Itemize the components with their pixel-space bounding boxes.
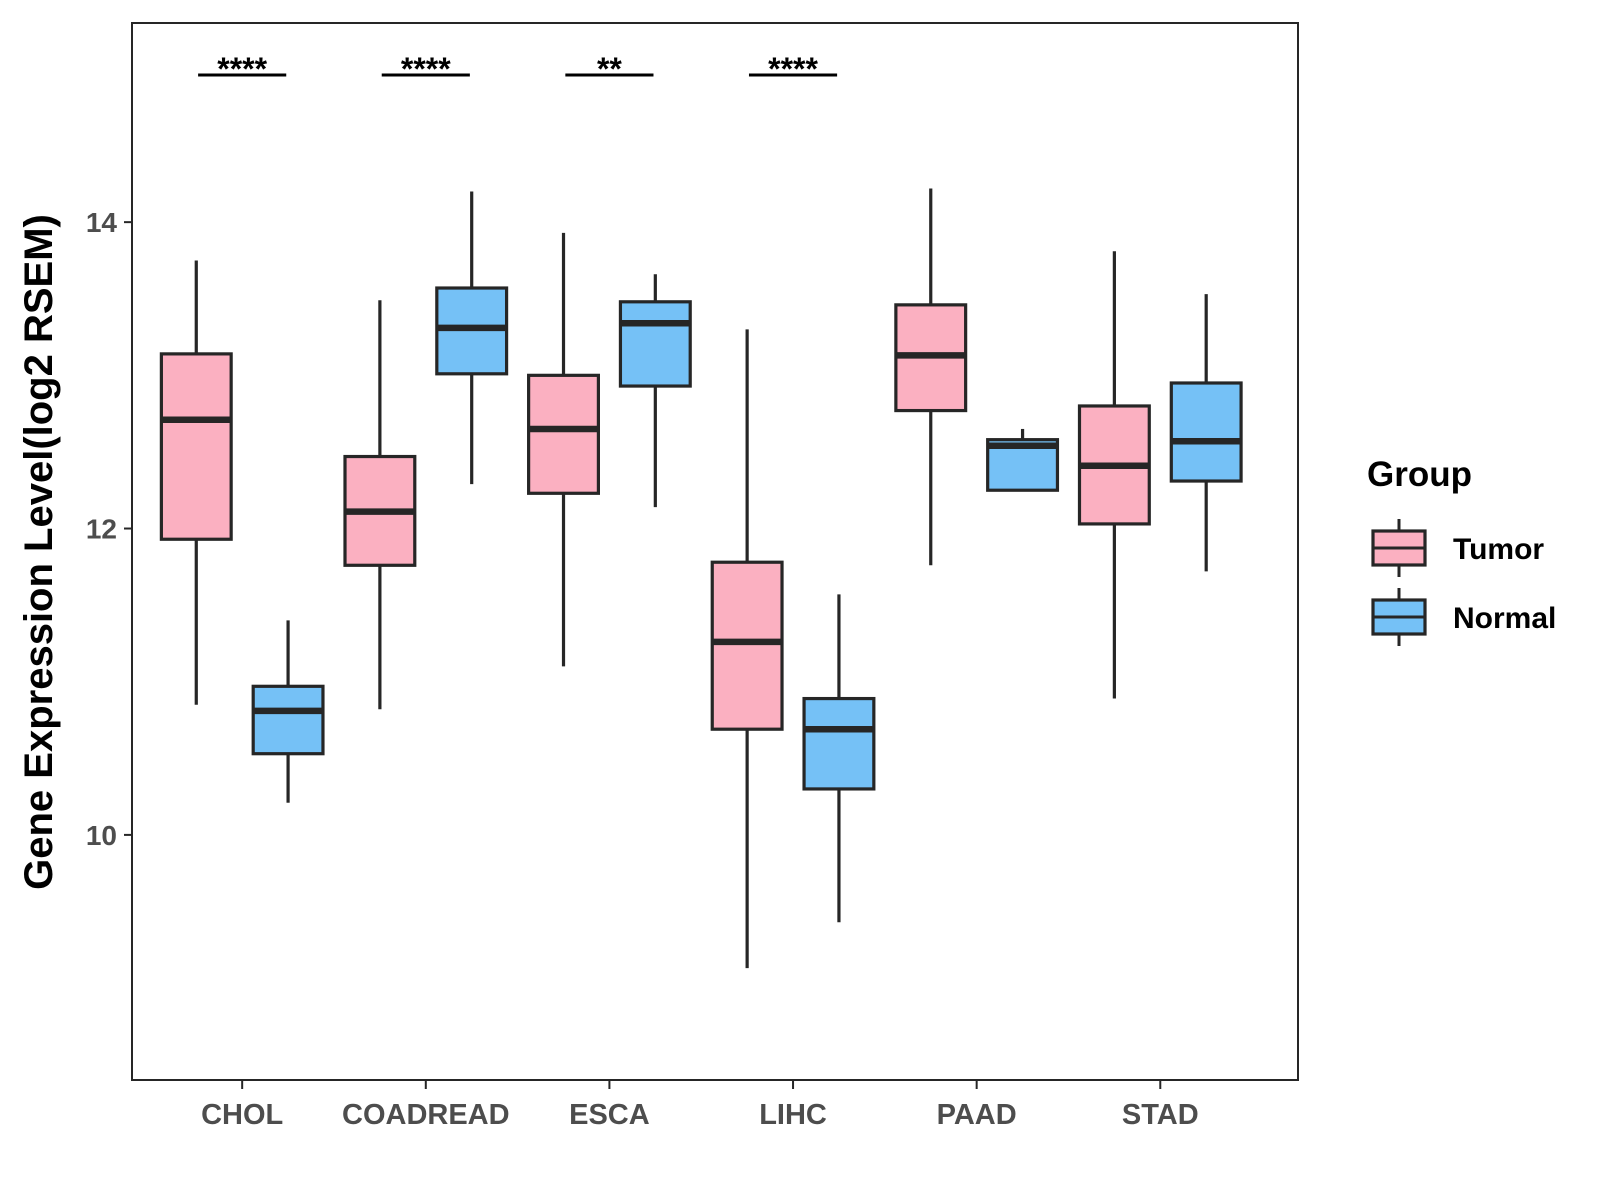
box-tumor-esca [527,232,600,667]
sig-label-chol: **** [217,51,267,87]
significance-layer: **** **** ** **** [198,51,838,87]
x-tick-label-esca: ESCA [569,1099,650,1131]
x-tick-label-paad: PAAD [937,1099,1017,1131]
x-axis: CHOL COADREAD ESCA LIHC PAAD STAD [201,1080,1199,1131]
x-tick-label-chol: CHOL [201,1099,283,1131]
box-tumor-chol [159,260,233,705]
box-normal-stad [1169,294,1243,572]
box-tumor-stad [1077,251,1151,699]
y-axis: 10 12 14 [86,207,132,851]
box-iqr [618,300,692,388]
x-tick-label-lihc: LIHC [759,1099,827,1131]
sig-label-esca: ** [597,51,622,87]
y-axis-title: Gene Expression Level(log2 RSEM) [17,214,61,890]
box-normal-esca [618,274,692,508]
legend-label-normal: Normal [1453,602,1556,635]
y-tick-label-10: 10 [86,820,117,851]
box-iqr [251,684,325,756]
sig-label-coadread: **** [401,51,451,87]
legend: Group Tumor Normal [1367,455,1556,646]
legend-label-tumor: Tumor [1453,533,1544,566]
box-iqr [1169,381,1243,483]
legend-title: Group [1367,455,1472,494]
box-normal-lihc [802,594,876,923]
box-normal-chol [251,620,325,803]
legend-item-normal: Normal [1371,588,1556,646]
y-tick-label-14: 14 [86,207,118,238]
box-tumor-paad [894,188,968,566]
box-iqr [802,696,876,791]
box-iqr [159,352,233,541]
box-normal-coadread [435,191,509,485]
sig-label-lihc: **** [768,51,818,87]
box-tumor-coadread [343,300,417,710]
box-tumor-lihc [710,329,784,969]
boxes-layer [159,188,1243,969]
plot-panel [131,22,1299,1081]
y-tick-label-12: 12 [86,514,117,545]
x-tick-label-coadread: COADREAD [342,1099,510,1131]
box-iqr [710,560,784,731]
x-tick-label-stad: STAD [1122,1099,1199,1131]
legend-item-tumor: Tumor [1371,519,1544,577]
box-iqr [527,373,600,495]
box-normal-paad [986,428,1060,492]
